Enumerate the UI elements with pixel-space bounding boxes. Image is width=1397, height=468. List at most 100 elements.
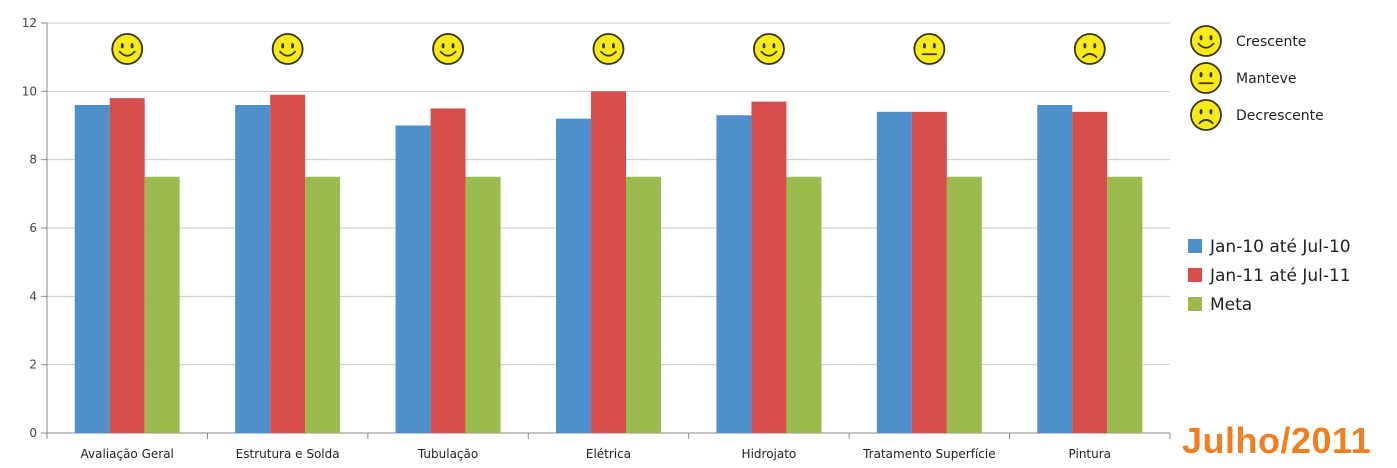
bar (911, 111, 947, 433)
face-eye (922, 43, 926, 49)
y-tick-label: 12 (22, 16, 37, 30)
face-outline (1190, 99, 1222, 131)
face-outline (432, 33, 464, 65)
face-eye (1199, 35, 1203, 41)
face-outline (913, 33, 946, 65)
trend-key-label: Decrescente (1236, 108, 1324, 124)
face-mouth (439, 50, 457, 57)
face-eye (1199, 72, 1203, 78)
neutral-face-icon (1190, 62, 1222, 94)
happy-face-icon (592, 33, 625, 65)
face-eye (291, 43, 295, 49)
y-tick-label: 8 (29, 153, 37, 167)
bar (876, 111, 912, 433)
bar (74, 105, 110, 433)
bar (556, 118, 591, 434)
face-eye (932, 43, 936, 49)
face-eye (130, 43, 134, 49)
face-eye (441, 43, 445, 49)
bar (395, 125, 431, 433)
trend-faces (111, 33, 1106, 65)
trend-key-label: Manteve (1236, 71, 1297, 87)
x-axis: Avaliação Geral Estrutura e Solda Tubulaçã… (46, 432, 1171, 461)
face-eye (1083, 43, 1087, 49)
bar (1037, 105, 1073, 433)
legend-label: Jan-10 até Jul-10 (1209, 237, 1351, 257)
face-outline (1073, 33, 1106, 65)
face-outline (1190, 62, 1222, 94)
bar (946, 176, 982, 433)
face-outline (1190, 25, 1222, 57)
legend: Jan-10 até Jul-10 Jan-11 até Jul-11 Meta (1188, 237, 1351, 315)
bar (626, 176, 661, 433)
bar (465, 176, 501, 433)
face-eye (762, 43, 766, 49)
x-tick-label: Tubulação (417, 447, 478, 461)
x-tick-label: Estrutura e Solda (236, 447, 340, 461)
sad-face-icon (1190, 99, 1222, 131)
bar (270, 94, 306, 433)
bar (305, 176, 341, 433)
y-tick-label: 0 (29, 426, 37, 440)
trend-key: Crescente Manteve Decrescente (1190, 25, 1324, 131)
face-mouth (1198, 118, 1214, 125)
x-tick-label: Elétrica (586, 447, 631, 461)
face-eye (602, 43, 606, 49)
face-mouth (279, 50, 297, 57)
happy-face-icon (753, 33, 785, 65)
legend-swatch (1188, 297, 1202, 311)
face-eye (1209, 109, 1213, 115)
legend-swatch (1188, 239, 1202, 253)
x-tick-label: Pintura (1069, 447, 1112, 461)
face-eye (1093, 43, 1097, 49)
bar (235, 105, 271, 433)
happy-face-icon (111, 33, 144, 65)
face-eye (1209, 35, 1213, 41)
y-tick-label: 10 (22, 84, 37, 98)
y-tick-label: 2 (29, 358, 37, 372)
face-outline (111, 33, 144, 65)
bar (109, 98, 145, 434)
face-mouth (600, 50, 617, 57)
y-tick-label: 6 (29, 221, 37, 235)
face-mouth (1197, 42, 1215, 49)
bars (74, 91, 1143, 434)
face-eye (772, 43, 776, 49)
bar (144, 176, 180, 433)
legend-label: Meta (1210, 295, 1252, 315)
bar (716, 115, 752, 433)
face-eye (1199, 109, 1203, 115)
face-outline (271, 33, 304, 65)
x-tick-label: Hidrojato (742, 447, 797, 461)
x-tick-label: Avaliação Geral (81, 447, 174, 461)
footer-date: Julho/2011 (1182, 420, 1372, 461)
bar (1072, 111, 1108, 433)
happy-face-icon (271, 33, 304, 65)
bar (751, 101, 787, 433)
y-axis: 0 2 4 6 8 10 12 (22, 16, 48, 440)
face-mouth (118, 50, 136, 57)
happy-face-icon (432, 33, 464, 65)
neutral-face-icon (913, 33, 946, 65)
x-tick-label: Tratamento Superfície (862, 447, 995, 461)
happy-face-icon (1190, 25, 1222, 57)
bar (786, 176, 822, 433)
face-eye (451, 43, 455, 49)
face-eye (281, 43, 285, 49)
y-tick-label: 4 (29, 289, 37, 303)
legend-label: Jan-11 até Jul-11 (1209, 266, 1351, 286)
face-outline (753, 33, 785, 65)
face-eye (120, 43, 124, 49)
legend-swatch (1188, 268, 1202, 282)
bar (591, 91, 626, 433)
trend-key-label: Crescente (1236, 34, 1306, 50)
face-eye (611, 43, 615, 49)
sad-face-icon (1073, 33, 1106, 65)
face-eye (1209, 72, 1213, 78)
bar (1107, 176, 1143, 433)
face-outline (592, 33, 625, 65)
face-mouth (1082, 52, 1098, 59)
face-mouth (760, 50, 778, 57)
bar (430, 108, 466, 434)
